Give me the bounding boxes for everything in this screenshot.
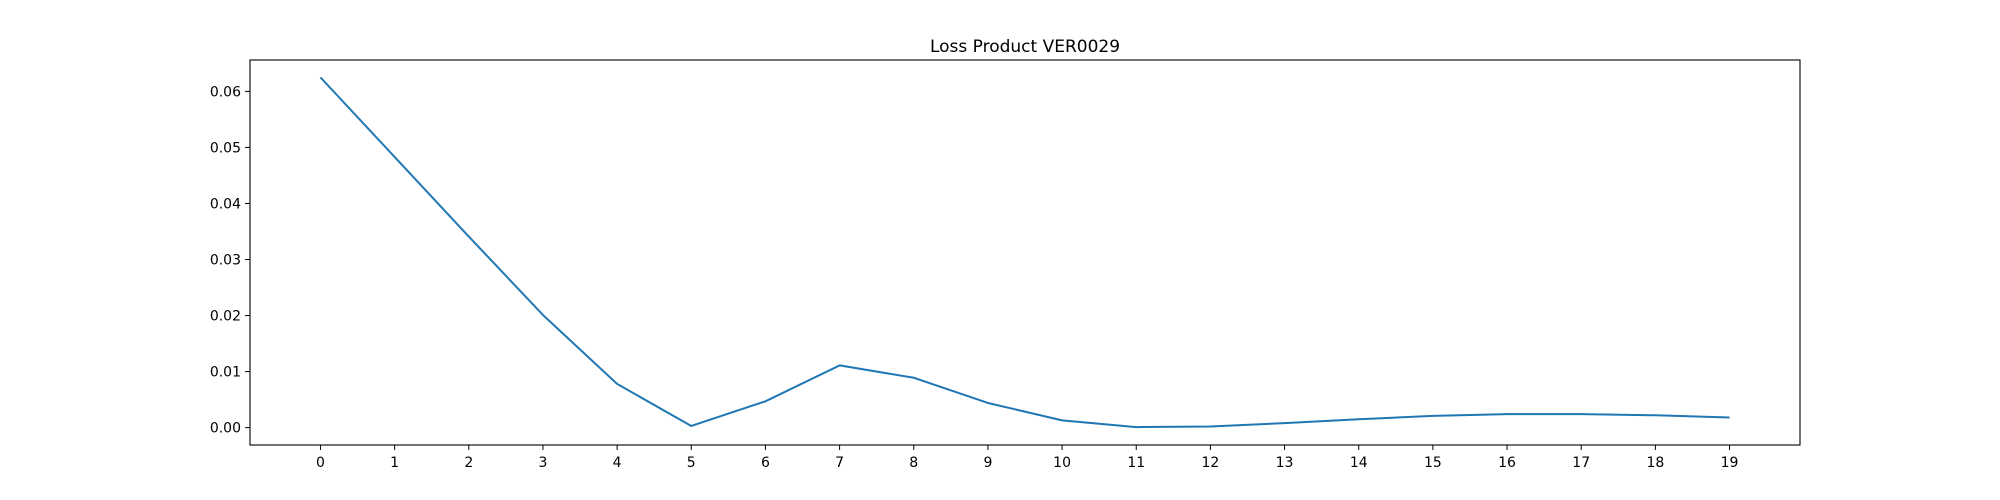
x-tick-label: 13 [1276, 455, 1294, 471]
x-tick-label: 14 [1350, 455, 1368, 471]
x-tick-label: 19 [1721, 455, 1739, 471]
x-tick-label: 8 [909, 455, 918, 471]
x-tick-label: 18 [1646, 455, 1664, 471]
x-axis: 0 1 2 3 4 5 6 7 8 9 10 11 12 13 14 15 16 17 18 19 [316, 445, 1738, 471]
x-tick-label: 4 [613, 455, 622, 471]
y-tick-label: 0.06 [210, 84, 241, 100]
x-tick-label: 5 [687, 455, 696, 471]
x-tick-label: 7 [835, 455, 844, 471]
y-tick-label: 0.00 [210, 421, 241, 437]
chart-title: Loss Product VER0029 [930, 37, 1120, 57]
series-layer [319, 76, 1730, 429]
x-tick-label: 15 [1424, 455, 1442, 471]
x-tick-label: 9 [983, 455, 992, 471]
y-tick-label: 0.05 [210, 140, 241, 156]
x-tick-label: 12 [1201, 455, 1219, 471]
axes-frame [249, 59, 1801, 446]
x-tick-label: 2 [464, 455, 473, 471]
y-tick-label: 0.03 [210, 253, 241, 269]
y-tick-label: 0.01 [210, 365, 241, 381]
x-tick-label: 3 [538, 455, 547, 471]
x-tick-label: 0 [316, 455, 325, 471]
x-tick-label: 6 [761, 455, 770, 471]
y-axis: 0.00 0.01 0.02 0.03 0.04 0.05 0.06 [210, 84, 250, 437]
x-tick-label: 17 [1572, 455, 1590, 471]
series-line [319, 76, 1730, 429]
y-tick-label: 0.04 [210, 196, 241, 212]
x-tick-label: 10 [1053, 455, 1071, 471]
y-tick-label: 0.02 [210, 309, 241, 325]
x-tick-label: 16 [1498, 455, 1516, 471]
x-tick-label: 11 [1127, 455, 1145, 471]
x-tick-label: 1 [390, 455, 399, 471]
